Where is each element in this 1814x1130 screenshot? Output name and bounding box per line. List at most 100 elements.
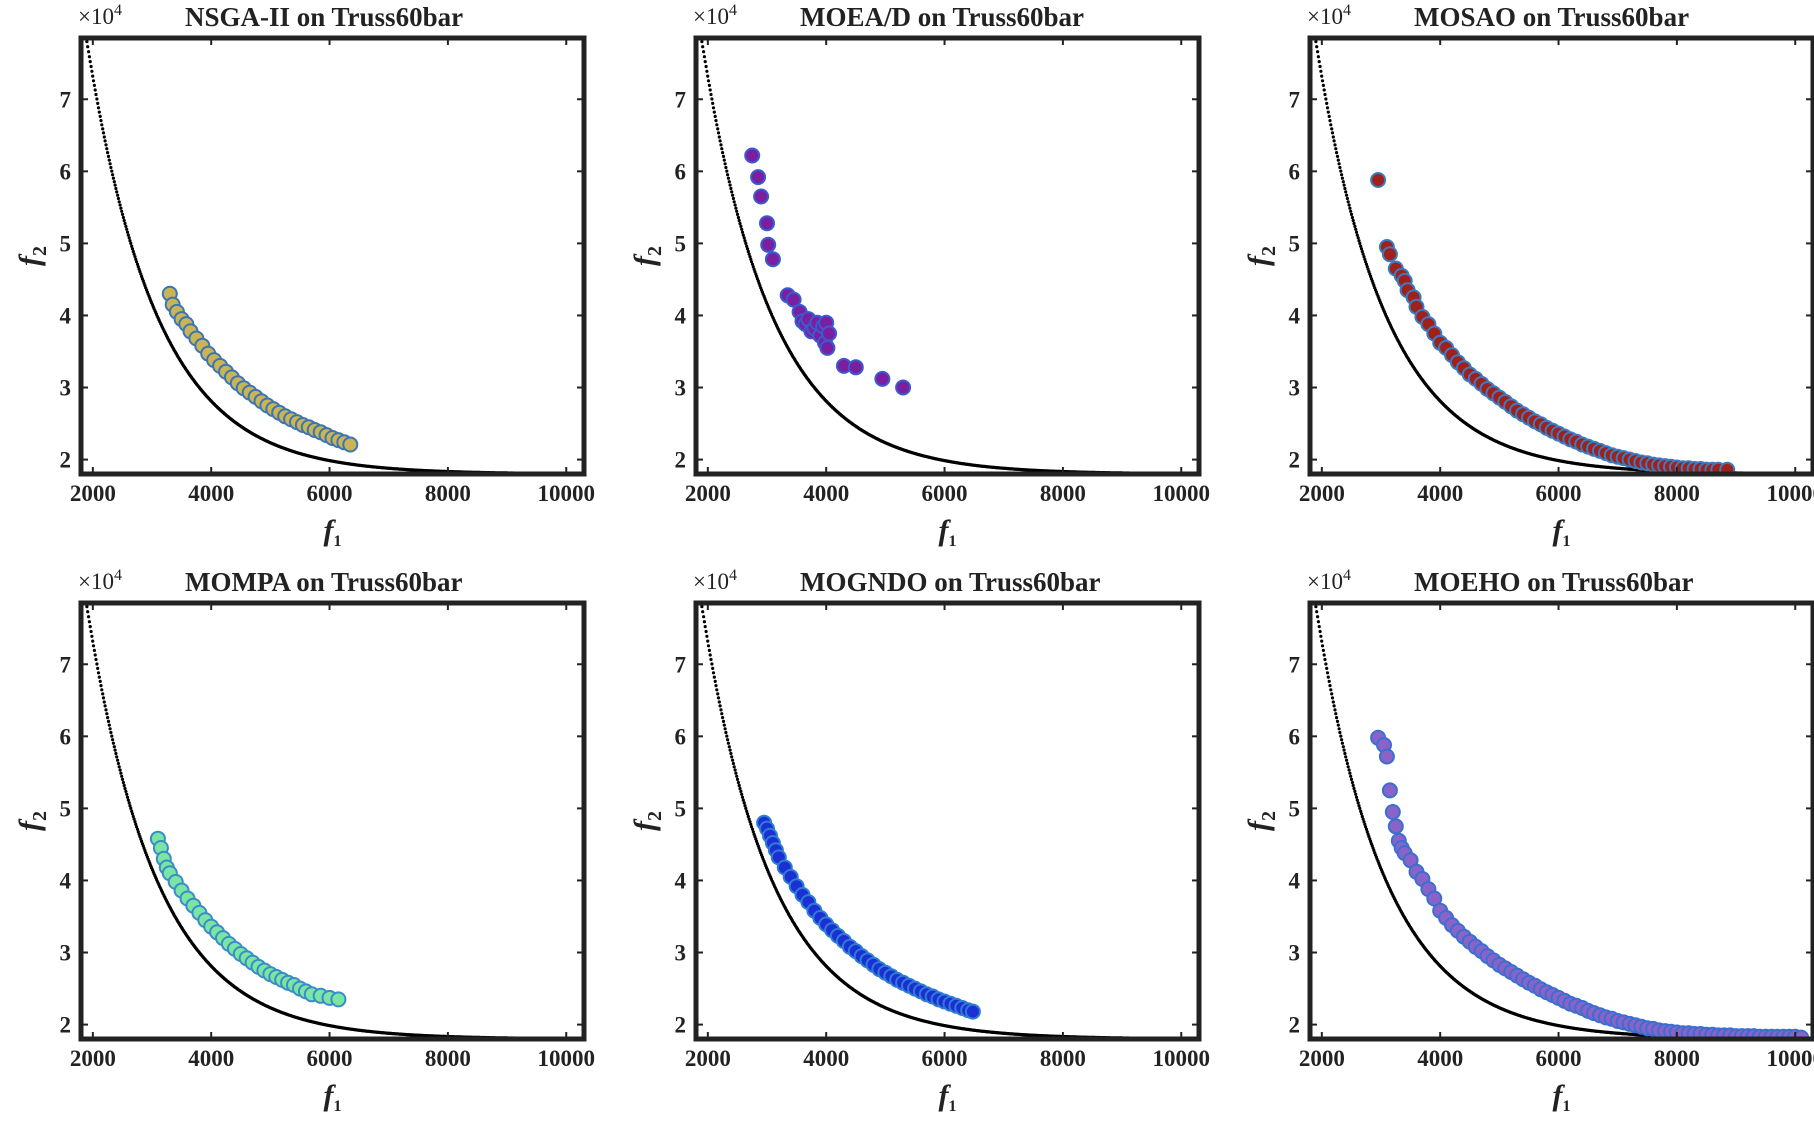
true-front-point [1354, 227, 1358, 231]
true-front-point [735, 774, 739, 778]
y-tick-label: 4 [60, 868, 72, 893]
plot-content [700, 605, 1183, 1039]
true-front-point [139, 272, 143, 276]
axes-box [78, 600, 587, 1042]
true-front-point [752, 267, 756, 271]
true-front-point [1329, 123, 1333, 127]
true-front-point [702, 50, 706, 54]
x-tick-label: 6000 [307, 481, 353, 506]
true-front-point [1325, 671, 1330, 675]
true-front-point [1325, 106, 1330, 110]
y-axis-label: f2 [13, 811, 51, 831]
true-front-point [726, 741, 731, 745]
true-front-point [130, 247, 135, 251]
true-front-point [1350, 780, 1354, 785]
true-front-point [1351, 218, 1355, 223]
true-front-point [716, 127, 720, 131]
y-axis-multiplier-base: ×10 [1307, 4, 1343, 29]
true-front-point [741, 798, 745, 802]
true-front-point [93, 653, 97, 657]
true-front-point [706, 79, 711, 83]
y-axis-label-main: f [628, 818, 661, 831]
y-axis-multiplier: ×104 [78, 2, 122, 29]
true-front-point [1340, 173, 1344, 177]
true-front-point [137, 267, 141, 271]
true-front-point [705, 69, 709, 73]
true-front-point [113, 183, 117, 187]
true-front-point [1317, 625, 1321, 629]
true-front-point [704, 629, 708, 634]
y-tick-label: 2 [675, 448, 687, 473]
y-tick-label: 5 [1289, 796, 1301, 821]
true-front-point [1316, 55, 1320, 59]
true-front-point [101, 692, 105, 696]
true-front-point [1367, 835, 1371, 839]
true-front-point [736, 780, 741, 785]
true-front-point [125, 230, 130, 234]
true-front-point [1362, 255, 1366, 259]
true-front-point [108, 727, 112, 731]
true-front-point [722, 158, 726, 162]
true-front-point [101, 696, 106, 700]
obtained-point [750, 169, 767, 186]
true-front-point [715, 123, 719, 127]
true-front-point [1368, 837, 1372, 841]
true-front-point [1339, 169, 1343, 173]
true-front-point [125, 227, 129, 231]
true-front-point [88, 60, 92, 64]
true-front-point [710, 662, 714, 666]
y-axis-label-main: f [628, 253, 661, 266]
y-tick-label: 3 [60, 941, 72, 966]
true-front-point [1337, 727, 1341, 731]
true-front-point [725, 169, 729, 173]
true-front-point [710, 97, 714, 101]
true-front-point [87, 55, 91, 59]
true-front-point [1327, 679, 1331, 684]
x-tick-label: 6000 [1536, 1046, 1582, 1071]
x-axis-label-subscript: 1 [949, 533, 957, 550]
x-tick-label: 2000 [1299, 1046, 1345, 1071]
y-axis-label: f2 [628, 811, 666, 831]
true-front-point [730, 755, 734, 759]
true-front-point [117, 200, 121, 204]
true-front-point [1361, 252, 1365, 256]
true-front-point [112, 180, 116, 184]
obtained-point [760, 236, 777, 253]
true-front-point [1362, 820, 1366, 824]
y-axis-multiplier: ×104 [78, 567, 122, 594]
true-front-point [120, 209, 124, 213]
true-front-point [735, 212, 740, 216]
true-front-point [128, 804, 132, 808]
true-front-point [1357, 804, 1361, 808]
true-front-point [1345, 196, 1349, 201]
true-front-point [103, 704, 107, 708]
true-front-point [1320, 79, 1325, 83]
true-front-point [95, 97, 99, 101]
obtained-point [759, 215, 775, 232]
true-front-point [720, 712, 724, 716]
true-front-point [91, 74, 95, 78]
true-front-point [731, 761, 736, 766]
true-front-point [713, 114, 717, 118]
x-tick-label: 6000 [1536, 481, 1582, 506]
true-front-point [740, 792, 744, 796]
true-front-point [90, 69, 94, 73]
true-front-point [111, 741, 115, 745]
true-front-point [1352, 221, 1356, 226]
true-front-point [1364, 260, 1368, 264]
true-front-point [1340, 741, 1344, 745]
true-front-point [129, 241, 133, 245]
true-front-point [132, 252, 136, 256]
y-tick-label: 4 [1289, 303, 1301, 328]
true-front-point [1354, 230, 1359, 234]
true-front-point [100, 123, 104, 127]
true-front-point [707, 83, 712, 87]
x-axis-label-main: f [1553, 1079, 1566, 1112]
true-front-point [1366, 267, 1370, 271]
true-front-point [123, 221, 127, 226]
true-front-point [1363, 257, 1367, 261]
true-front-point [750, 827, 755, 831]
true-front-point [733, 203, 737, 207]
y-axis-label: f2 [628, 246, 666, 266]
